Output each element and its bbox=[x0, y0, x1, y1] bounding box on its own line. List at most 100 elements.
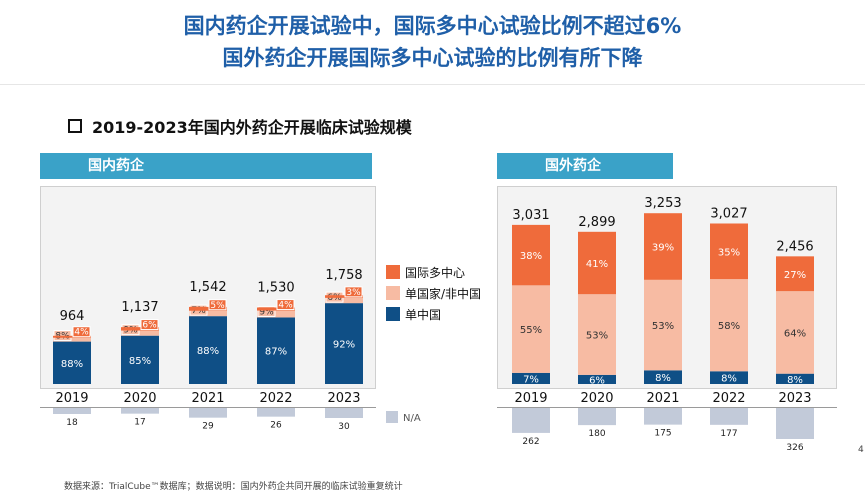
legend-single-china-text: 单中国 bbox=[405, 307, 441, 322]
foreign-label-single-china: 8% bbox=[655, 373, 671, 384]
headline-line-2: 国外药企开展国际多中心试验的比例有所下降 bbox=[222, 46, 643, 70]
foreign-label-single-foreign: 53% bbox=[652, 321, 674, 332]
foreign-label-single-foreign: 64% bbox=[784, 328, 806, 339]
domestic-label-single-china: 88% bbox=[61, 359, 83, 370]
foreign-total-label: 3,031 bbox=[512, 208, 549, 223]
square-bullet-icon bbox=[68, 119, 82, 133]
foreign-bar-mrct bbox=[644, 213, 682, 280]
foreign-bar-mrct bbox=[578, 231, 616, 295]
foreign-na-label: 175 bbox=[654, 429, 671, 439]
foreign-label-mrct: 27% bbox=[784, 270, 806, 281]
foreign-bar-single-china bbox=[644, 370, 682, 384]
foreign-na-label: 326 bbox=[786, 443, 803, 453]
foreign-total-label: 3,253 bbox=[644, 196, 681, 211]
foreign-na-label: 180 bbox=[588, 429, 605, 439]
foreign-label-mrct: 38% bbox=[520, 251, 542, 262]
foreign-year-label: 2019 bbox=[514, 391, 547, 406]
domestic-bar-single-china bbox=[189, 316, 227, 384]
domestic-na-label: 30 bbox=[338, 422, 350, 432]
foreign-label-single-china: 7% bbox=[523, 374, 539, 385]
domestic-bar-single-china bbox=[257, 317, 295, 384]
headline-line-1: 国内药企开展试验中，国际多中心试验比例不超过6% bbox=[183, 14, 682, 38]
foreign-bar-mrct bbox=[710, 223, 748, 280]
domestic-bar-single-china bbox=[325, 303, 363, 384]
domestic-label-single-foreign: 7% bbox=[191, 306, 206, 316]
domestic-pill-mrct bbox=[72, 326, 91, 338]
foreign-bar-single-china bbox=[512, 372, 550, 384]
foreign-na-bar bbox=[776, 408, 814, 439]
foreign-na-bar bbox=[644, 408, 682, 425]
legend-mrct-text: 国际多中心 bbox=[405, 265, 465, 280]
domestic-pill-mrct bbox=[208, 299, 227, 311]
foreign-bar-single-china bbox=[710, 371, 748, 384]
legend-na-swatch bbox=[386, 411, 398, 423]
foreign-na-label: 262 bbox=[522, 437, 539, 447]
domestic-na-bar bbox=[189, 408, 227, 418]
domestic-total-label: 1,758 bbox=[325, 268, 362, 283]
foreign-year-label: 2022 bbox=[712, 391, 745, 406]
foreign-total-label: 2,899 bbox=[578, 215, 615, 230]
foreign-label-mrct: 39% bbox=[652, 243, 674, 254]
domestic-pill-mrct bbox=[276, 299, 295, 311]
foreign-total-label: 2,456 bbox=[776, 239, 813, 254]
legend-single-foreign-text: 单国家/非中国 bbox=[405, 286, 481, 301]
foreign-bar-mrct bbox=[776, 256, 814, 292]
domestic-na-bar bbox=[325, 408, 363, 418]
domestic-bar-mrct bbox=[325, 295, 363, 298]
domestic-label-mrct: 5% bbox=[210, 301, 225, 311]
domestic-na-label: 18 bbox=[66, 418, 78, 428]
domestic-year-label: 2021 bbox=[191, 391, 224, 406]
foreign-bar-single-foreign bbox=[776, 291, 814, 374]
domestic-year-label: 2019 bbox=[55, 391, 88, 406]
domestic-total-label: 964 bbox=[60, 309, 85, 324]
domestic-label-single-china: 88% bbox=[197, 346, 219, 357]
domestic-label-single-foreign: 6% bbox=[327, 293, 342, 303]
foreign-bar-single-foreign bbox=[512, 285, 550, 373]
foreign-year-label: 2021 bbox=[646, 391, 679, 406]
legend-single-foreign-swatch bbox=[386, 286, 400, 300]
foreign-label-single-foreign: 53% bbox=[586, 331, 608, 342]
foreign-bar-single-foreign bbox=[644, 279, 682, 371]
title-divider bbox=[0, 84, 865, 85]
domestic-label-mrct: 4% bbox=[278, 301, 293, 311]
foreign-bar-mrct bbox=[512, 224, 550, 286]
domestic-label-mrct: 3% bbox=[346, 288, 361, 298]
domestic-pill-mrct bbox=[344, 286, 363, 298]
domestic-panel-header: 国内药企 bbox=[40, 153, 372, 179]
domestic-bar-single-foreign bbox=[325, 297, 363, 304]
footer-note: 数据来源：TrialCube™数据库；数据说明：国内外药企共同开展的临床试验重复… bbox=[64, 482, 403, 492]
domestic-label-single-china: 87% bbox=[265, 347, 287, 358]
domestic-bar-mrct bbox=[53, 335, 91, 338]
foreign-label-single-china: 8% bbox=[721, 374, 737, 385]
foreign-bar-single-foreign bbox=[710, 279, 748, 372]
foreign-label-single-foreign: 58% bbox=[718, 321, 740, 332]
domestic-bar-mrct bbox=[257, 307, 295, 311]
domestic-bar-single-foreign bbox=[53, 337, 91, 342]
domestic-na-label: 26 bbox=[270, 421, 282, 431]
domestic-total-label: 1,542 bbox=[189, 280, 226, 295]
foreign-total-label: 3,027 bbox=[710, 206, 747, 221]
foreign-label-single-foreign: 55% bbox=[520, 325, 542, 336]
domestic-year-label: 2020 bbox=[123, 391, 156, 406]
page-number: 4 bbox=[858, 445, 864, 455]
foreign-bar-single-china bbox=[776, 373, 814, 384]
foreign-label-single-china: 8% bbox=[787, 375, 803, 386]
foreign-label-single-china: 6% bbox=[589, 375, 605, 386]
domestic-pill-single-foreign bbox=[257, 305, 276, 317]
domestic-bar-mrct bbox=[121, 327, 159, 331]
foreign-label-mrct: 35% bbox=[718, 247, 740, 258]
foreign-label-mrct: 41% bbox=[586, 259, 608, 270]
foreign-na-bar bbox=[578, 408, 616, 426]
domestic-total-label: 1,530 bbox=[257, 281, 294, 296]
domestic-year-label: 2023 bbox=[327, 391, 360, 406]
domestic-pill-single-foreign bbox=[53, 330, 72, 342]
domestic-na-bar bbox=[257, 408, 295, 417]
domestic-label-single-china: 92% bbox=[333, 340, 355, 351]
foreign-bar-single-foreign bbox=[578, 294, 616, 375]
domestic-total-label: 1,137 bbox=[121, 300, 158, 315]
foreign-bar-single-china bbox=[578, 374, 616, 384]
foreign-na-label: 177 bbox=[720, 429, 737, 439]
foreign-year-label: 2023 bbox=[778, 391, 811, 406]
domestic-label-single-foreign: 9% bbox=[123, 326, 138, 336]
